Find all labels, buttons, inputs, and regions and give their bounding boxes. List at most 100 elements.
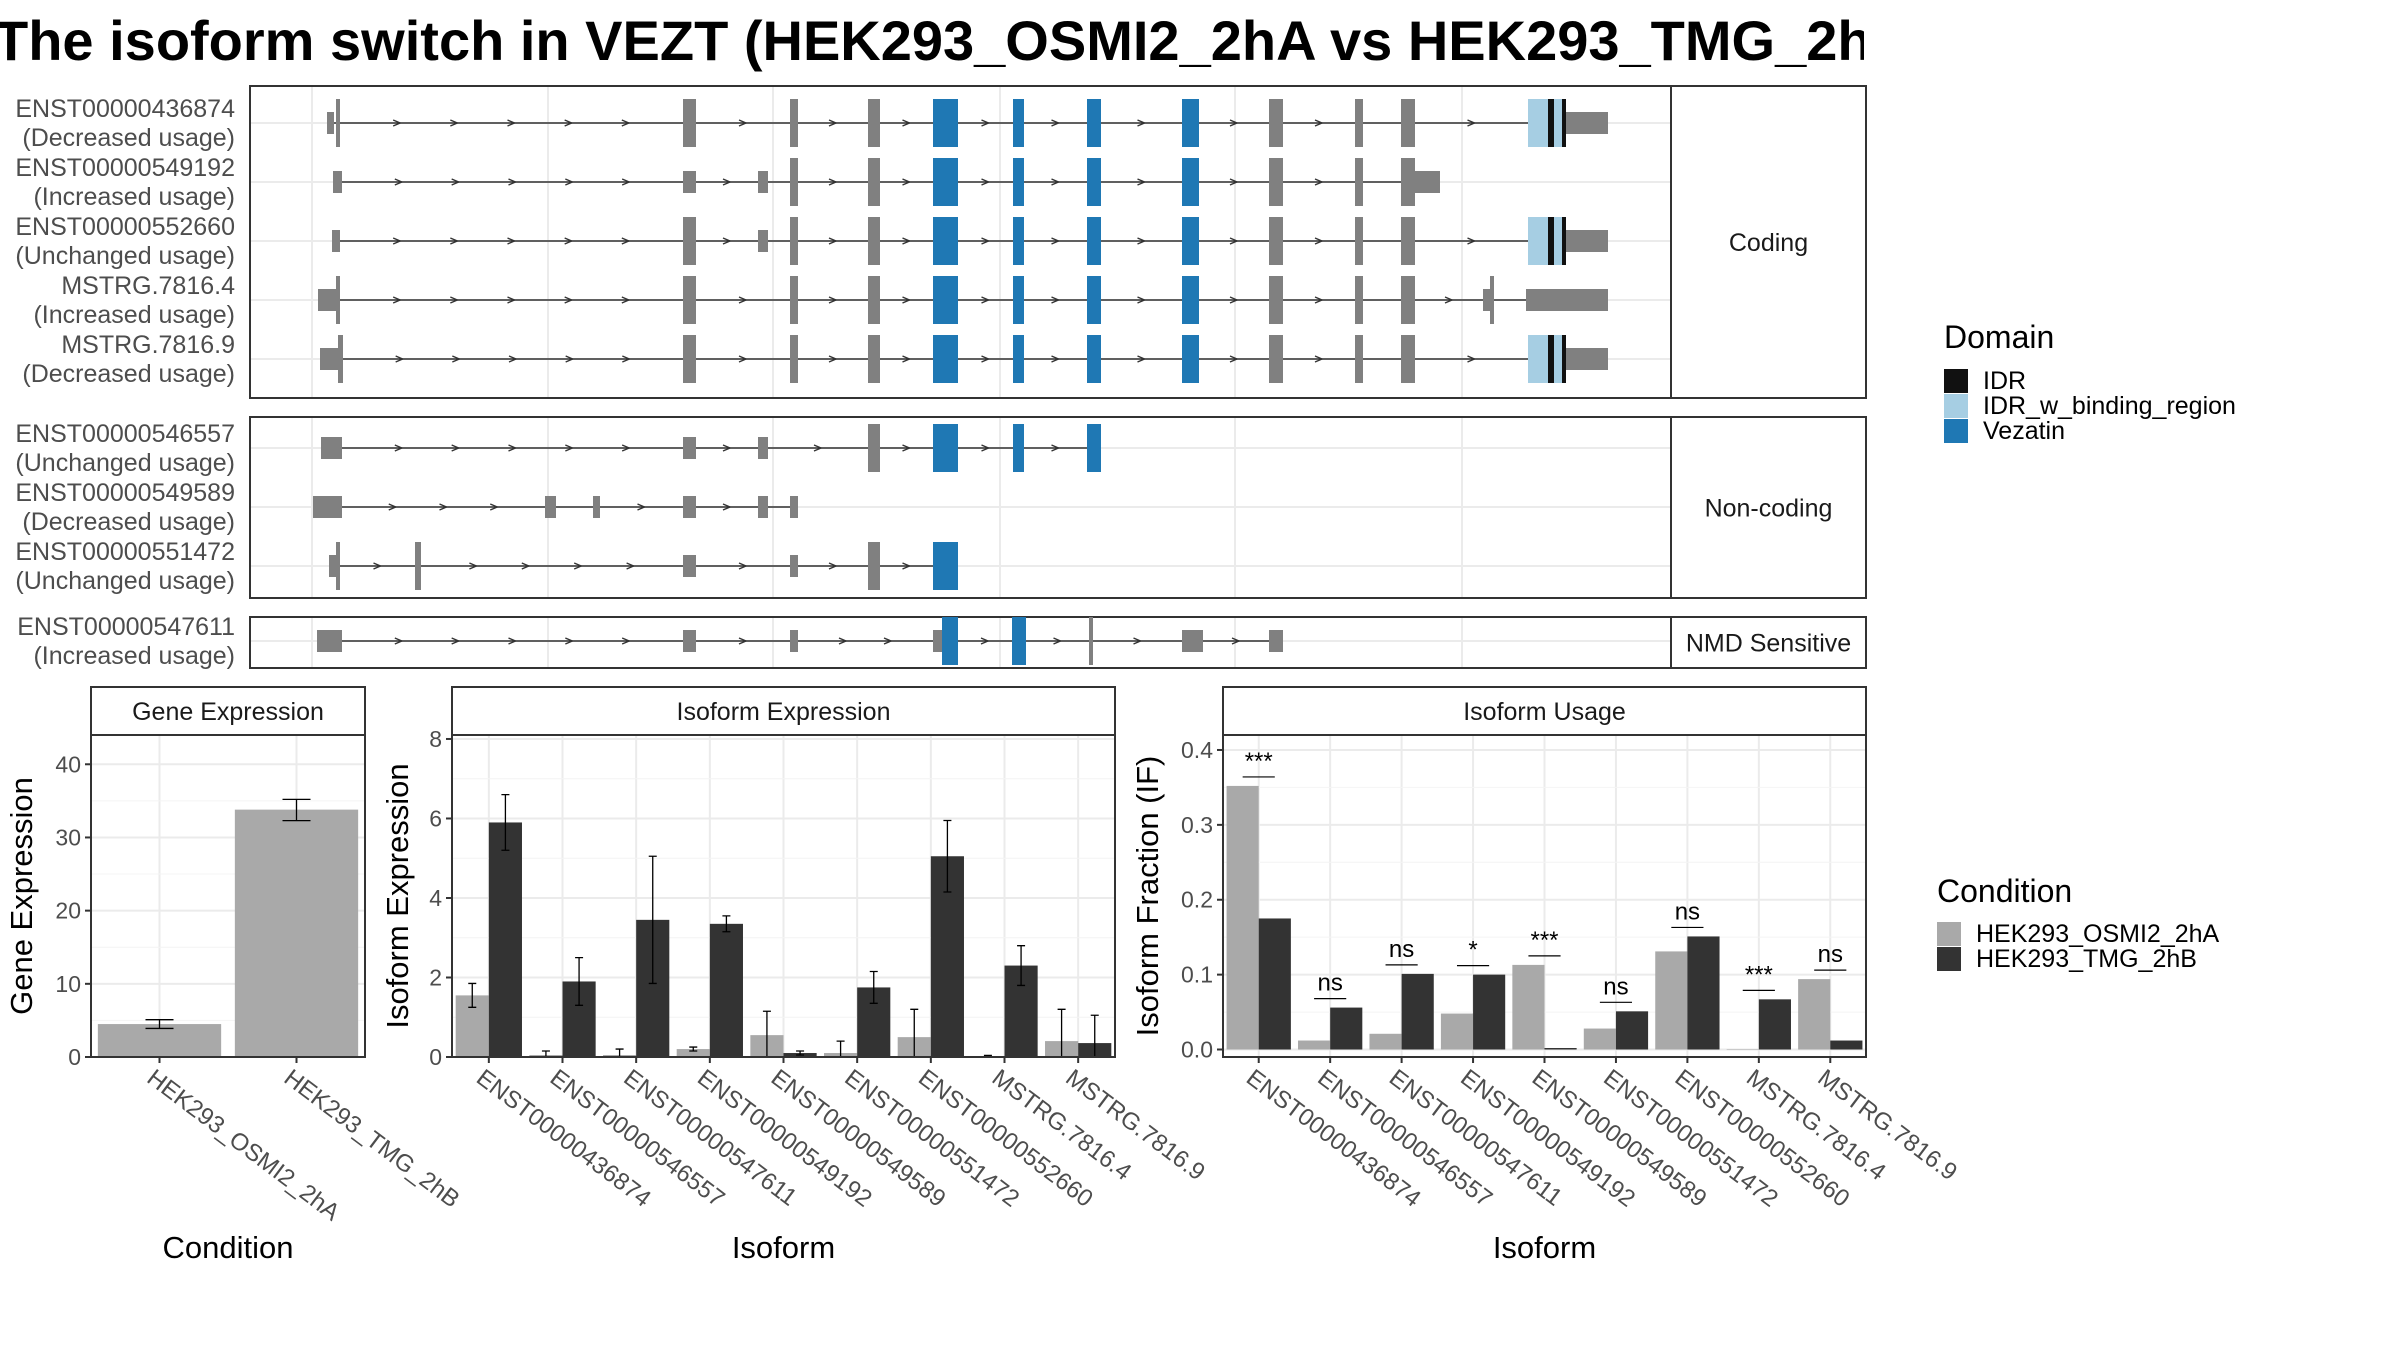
legend-title: Domain [1944,319,2054,355]
direction-arrow [573,562,583,570]
exon [317,630,342,652]
significance-label: ns [1603,973,1628,1000]
direction-arrow [508,355,518,363]
exon [683,217,696,265]
exon [1269,158,1283,206]
domain-exon [1562,217,1566,265]
direction-arrow [813,444,823,452]
domain-exon [1528,335,1548,383]
error-bar [869,970,878,1004]
structure-panel-bg [250,617,1671,668]
direction-arrow [1467,119,1477,127]
direction-arrow [564,237,574,245]
direction-arrow [451,444,461,452]
direction-arrow [1314,119,1324,127]
legend-key [1944,369,1968,393]
direction-arrow [508,178,518,186]
significance-label: ns [1317,970,1342,997]
y-axis-title: Isoform Expression [380,763,415,1028]
exon [415,542,421,590]
panel-title: Gene Expression [132,698,324,726]
bar [676,1049,710,1057]
direction-arrow [722,444,732,452]
direction-arrow [1051,119,1061,127]
domain-exon [1182,335,1199,383]
exon [790,496,798,518]
domain-exon [1554,99,1562,147]
transcript-id-label: MSTRG.7816.9 [61,331,235,359]
panel-strip-label: NMD Sensitive [1686,630,1851,658]
domain-exon [1182,217,1199,265]
domain-exon [1013,335,1024,383]
domain-exon [1182,158,1199,206]
direction-arrow [1137,237,1147,245]
legend-key [1937,922,1961,946]
domain-exon [1554,217,1562,265]
direction-arrow [565,355,575,363]
legend-key [1937,947,1961,971]
exon [1566,230,1608,252]
direction-arrow [450,237,460,245]
direction-arrow [388,503,398,511]
bar [488,822,522,1057]
direction-arrow [392,296,402,304]
bar [97,1024,222,1057]
direction-arrow [489,503,500,511]
panel-title: Isoform Usage [1463,698,1626,726]
direction-arrow [1444,296,1454,304]
exon [1269,217,1283,265]
direction-arrow [1133,637,1143,645]
legend-key [1944,419,1968,443]
domain-exon [1013,158,1024,206]
legend-title: Condition [1937,873,2072,909]
direction-arrow [828,237,838,245]
direction-arrow [828,119,838,127]
x-axis-title: Condition [163,1230,294,1265]
y-tick-label: 0.4 [1181,737,1213,763]
exon [1401,99,1415,147]
transcript-usage-label: (Unchanged usage) [15,567,235,595]
significance-label: *** [1245,748,1273,775]
exon [593,496,600,518]
significance-label: ns [1675,898,1700,925]
legend-key [1944,394,1968,418]
exon [683,276,696,324]
domain-exon [1554,335,1562,383]
y-tick-label: 0.2 [1181,887,1213,913]
panel-strip-label: Coding [1729,229,1808,257]
panel-strip [90,686,366,736]
direction-arrow [981,444,991,452]
significance-label: * [1468,937,1477,964]
direction-arrow [981,237,991,245]
direction-arrow [883,637,893,645]
exon [318,289,336,311]
panel-strip [1670,85,1867,399]
domain-exon [1548,335,1554,383]
transcript-id-label: ENST00000551472 [15,538,235,566]
direction-arrow [621,444,631,452]
direction-arrow [565,178,575,186]
direction-arrow [1467,237,1477,245]
exon [933,630,942,652]
domain-exon [1182,276,1199,324]
direction-arrow [621,296,631,304]
transcript-id-label: ENST00000549192 [15,154,235,182]
exon [758,230,768,252]
error-bar [796,1050,805,1056]
direction-arrow [621,237,631,245]
direction-arrow [1229,355,1239,363]
direction-arrow [1051,444,1061,452]
isoform-expression-plot: Isoform Expression02468ENST00000436874EN… [380,686,1210,1265]
transcript-usage-label: (Increased usage) [33,183,235,211]
error-bar [145,1019,174,1030]
direction-arrow [439,503,449,511]
direction-arrow [1229,296,1239,304]
direction-arrow [469,562,479,570]
y-tick-label: 8 [429,726,442,752]
exon [868,276,880,324]
direction-arrow [1137,119,1147,127]
domain-exon [933,99,958,147]
direction-arrow [450,296,460,304]
